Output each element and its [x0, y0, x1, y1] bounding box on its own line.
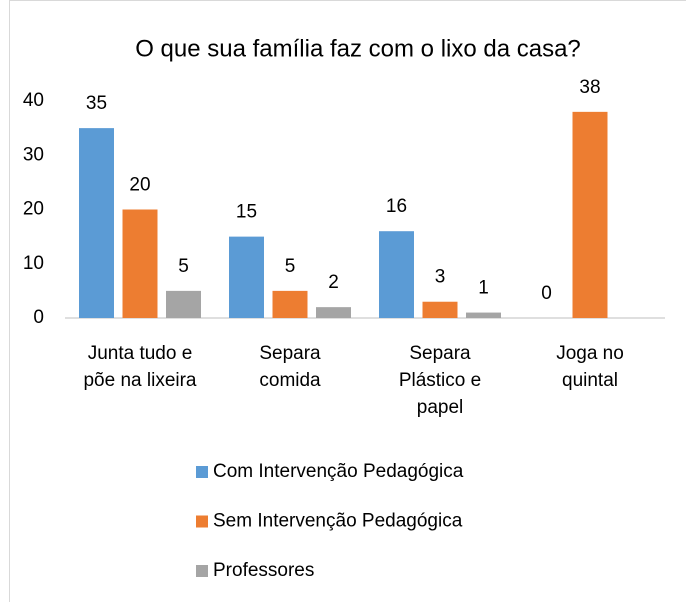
y-tick-label: 20: [23, 199, 44, 220]
bar: [316, 307, 351, 318]
data-label: 5: [178, 256, 189, 277]
data-label: 20: [129, 175, 150, 196]
x-tick-label: Separa Plástico e papel: [398, 343, 482, 418]
x-tick-label: Junta tudo e põe na lixeira: [83, 343, 197, 391]
data-label: 2: [328, 272, 339, 293]
y-tick-label: 0: [33, 307, 44, 328]
bar: [379, 231, 414, 318]
legend-label: Sem Intervenção Pedagógica: [213, 511, 463, 532]
data-label: 35: [86, 93, 107, 114]
bar: [229, 236, 264, 318]
data-label: 3: [435, 267, 446, 288]
x-tick-label: Separa comida: [259, 343, 321, 391]
chart-border: [9, 0, 686, 602]
data-label: 15: [236, 202, 257, 223]
y-tick-label: 30: [23, 144, 44, 165]
data-label: 1: [478, 278, 489, 299]
legend-swatch: [196, 466, 208, 478]
legend-label: Professores: [213, 560, 314, 581]
bar: [122, 209, 158, 318]
chart-title: O que sua família faz com o lixo da casa…: [135, 35, 581, 62]
bar: [272, 290, 308, 318]
y-tick-label: 10: [23, 253, 44, 274]
data-label: 0: [541, 283, 552, 304]
data-label: 38: [579, 77, 600, 98]
data-label: 16: [386, 196, 407, 217]
y-tick-label: 40: [23, 90, 44, 111]
legend-swatch: [196, 515, 208, 528]
bar: [79, 128, 114, 318]
bar: [466, 312, 501, 318]
bar: [422, 301, 458, 318]
x-tick-label: Joga no quintal: [556, 343, 624, 391]
data-label: 5: [285, 256, 296, 277]
legend-swatch: [196, 565, 208, 577]
legend-label: Com Intervenção Pedagógica: [213, 461, 464, 482]
bar: [166, 290, 201, 318]
bar: [572, 111, 608, 318]
